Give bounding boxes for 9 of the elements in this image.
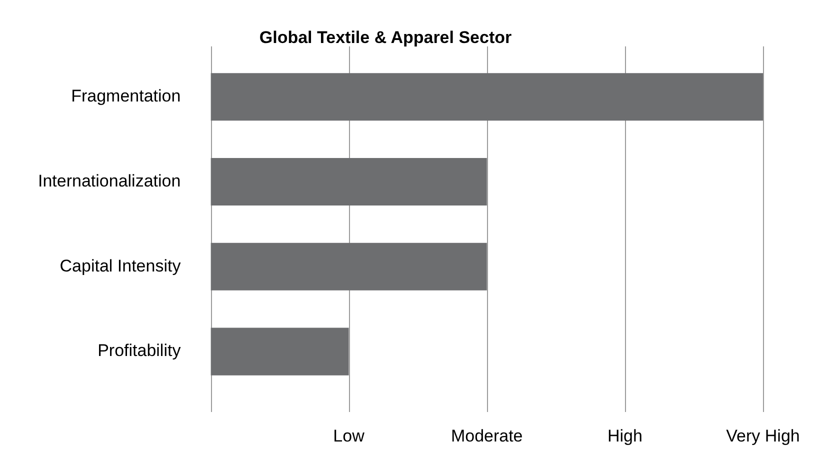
chart-title: Global Textile & Apparel Sector — [259, 28, 512, 47]
y-tick-label: Fragmentation — [71, 86, 181, 106]
text: High — [607, 426, 642, 446]
y-tick-label: Capital Intensity — [60, 256, 182, 276]
y-tick-label: Profitability — [98, 341, 182, 360]
text: Low — [333, 426, 366, 446]
y-tick-label: Internationalization — [38, 171, 181, 190]
text: Very High — [726, 426, 800, 446]
text: Moderate — [450, 426, 523, 446]
